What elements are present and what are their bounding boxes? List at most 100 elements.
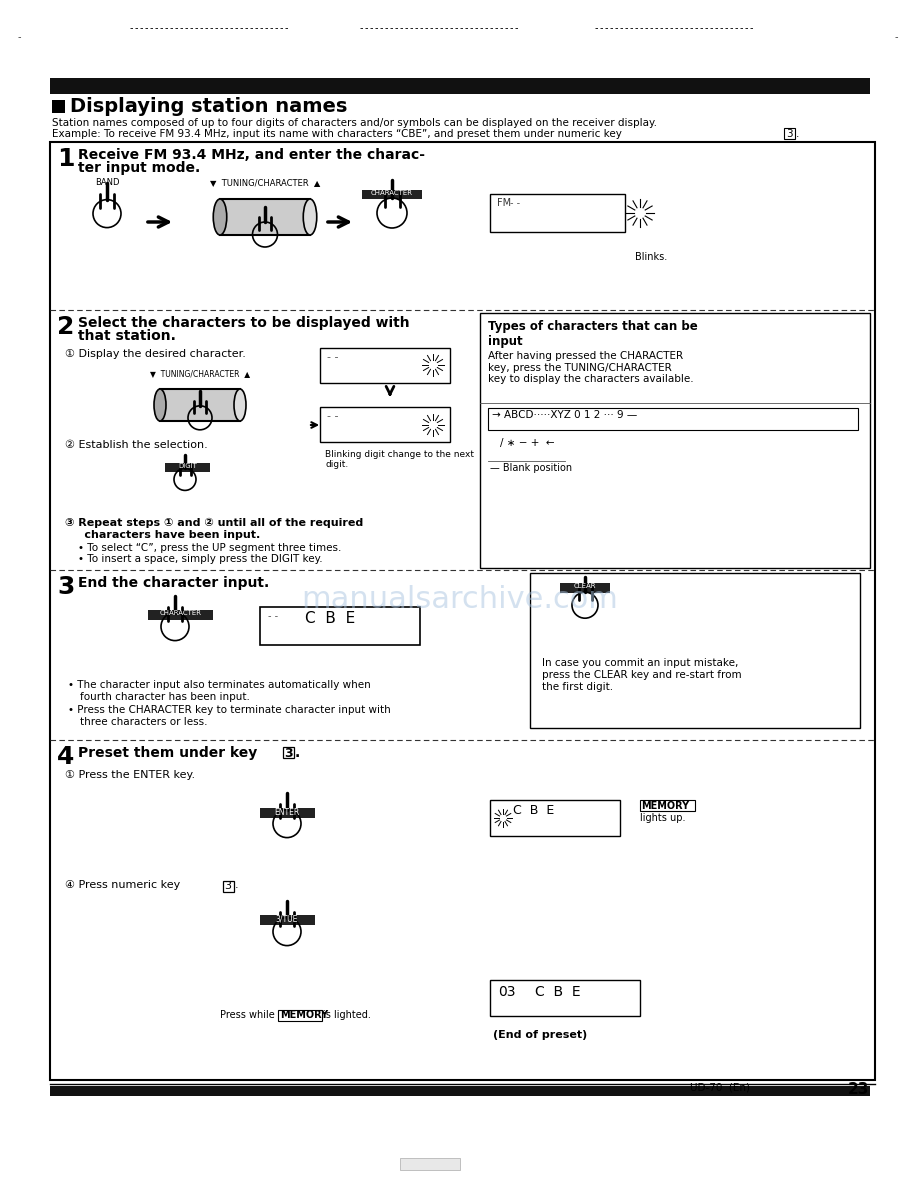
Text: .: .	[796, 129, 800, 139]
Text: • To select “C”, press the UP segment three times.: • To select “C”, press the UP segment th…	[78, 543, 341, 552]
Bar	[278, 1010, 322, 1020]
Bar	[52, 100, 65, 113]
Text: BAND: BAND	[95, 178, 119, 187]
Bar	[530, 573, 860, 728]
Bar	[223, 881, 234, 892]
Bar	[362, 190, 422, 200]
Text: -: -	[18, 32, 21, 42]
Text: 3: 3	[224, 881, 231, 891]
Text: UD-70  (En): UD-70 (En)	[690, 1082, 750, 1092]
Text: is lighted.: is lighted.	[323, 1010, 371, 1020]
Text: 1: 1	[57, 147, 74, 171]
Text: Receive FM 93.4 MHz, and enter the charac-: Receive FM 93.4 MHz, and enter the chara…	[78, 148, 425, 162]
Bar	[260, 915, 315, 925]
Text: Blinks.: Blinks.	[635, 252, 667, 263]
Text: 3: 3	[284, 747, 293, 760]
Text: characters have been input.: characters have been input.	[65, 530, 260, 541]
Ellipse shape	[154, 388, 166, 421]
Bar	[320, 407, 450, 442]
Text: Press while: Press while	[220, 1010, 274, 1020]
Text: Displaying station names: Displaying station names	[70, 97, 347, 116]
Text: fourth character has been input.: fourth character has been input.	[80, 691, 250, 702]
Text: Example: To receive FM 93.4 MHz, input its name with characters “CBE”, and prese: Example: To receive FM 93.4 MHz, input i…	[52, 129, 621, 139]
Text: CHARACTER: CHARACTER	[371, 190, 413, 196]
Bar	[160, 388, 240, 421]
Text: ter input mode.: ter input mode.	[78, 162, 200, 175]
Bar	[260, 607, 420, 645]
Ellipse shape	[213, 200, 227, 235]
Bar	[784, 128, 795, 139]
Text: FM: FM	[497, 198, 511, 208]
Text: / ∗ − +  ←: / ∗ − + ←	[500, 438, 554, 448]
Text: 03: 03	[498, 985, 516, 999]
Text: - -: - -	[268, 611, 278, 621]
Text: CHARACTER: CHARACTER	[160, 609, 202, 617]
Text: .: .	[235, 880, 239, 890]
Bar	[490, 980, 640, 1016]
Text: Select the characters to be displayed with: Select the characters to be displayed wi…	[78, 316, 409, 330]
Bar	[490, 194, 625, 232]
Bar	[148, 609, 213, 620]
Text: ① Display the desired character.: ① Display the desired character.	[65, 349, 246, 359]
Bar	[283, 747, 294, 758]
Text: the first digit.: the first digit.	[542, 682, 613, 691]
Text: - -: - -	[327, 411, 339, 421]
Bar	[50, 1086, 870, 1097]
Text: After having pressed the CHARACTER
key, press the TUNING/CHARACTER
key to displa: After having pressed the CHARACTER key, …	[488, 350, 694, 384]
Text: lights up.: lights up.	[640, 813, 686, 823]
Text: (End of preset): (End of preset)	[493, 1030, 588, 1040]
Bar	[50, 78, 870, 94]
Bar	[490, 800, 620, 836]
Text: MEMORY: MEMORY	[641, 801, 689, 811]
Text: ▼  TUNING/CHARACTER  ▲: ▼ TUNING/CHARACTER ▲	[210, 178, 320, 187]
Text: - -: - -	[327, 352, 339, 362]
Bar	[560, 583, 610, 593]
Text: Blinking digit change to the next
digit.: Blinking digit change to the next digit.	[325, 450, 474, 469]
Bar	[260, 808, 315, 819]
Ellipse shape	[303, 200, 317, 235]
Text: -: -	[895, 32, 899, 42]
Text: ① Press the ENTER key.: ① Press the ENTER key.	[65, 770, 196, 781]
Ellipse shape	[234, 388, 246, 421]
Text: ② Establish the selection.: ② Establish the selection.	[65, 440, 207, 450]
Text: C  B  E: C B E	[535, 985, 580, 999]
Text: - -: - -	[510, 198, 521, 208]
Text: → ABCD·····XYZ 0 1 2 ··· 9 —: → ABCD·····XYZ 0 1 2 ··· 9 —	[492, 410, 637, 421]
Text: Preset them under key: Preset them under key	[78, 746, 257, 760]
Text: CLEAR: CLEAR	[574, 583, 597, 589]
Text: DIGIT: DIGIT	[179, 463, 197, 469]
Text: .: .	[295, 746, 300, 760]
Text: Types of characters that can be
input: Types of characters that can be input	[488, 320, 698, 348]
Text: C  B  E: C B E	[513, 804, 554, 817]
Text: 4: 4	[57, 745, 74, 769]
Bar	[165, 463, 210, 472]
Text: that station.: that station.	[78, 329, 176, 343]
Bar	[400, 1158, 460, 1170]
Text: In case you commit an input mistake,: In case you commit an input mistake,	[542, 658, 738, 668]
Text: ④ Press numeric key: ④ Press numeric key	[65, 880, 180, 890]
Text: 2: 2	[57, 315, 74, 339]
Text: End the character input.: End the character input.	[78, 576, 269, 590]
Text: • To insert a space, simply press the DIGIT key.: • To insert a space, simply press the DI…	[78, 554, 322, 564]
Text: 23: 23	[848, 1082, 869, 1097]
Text: 3/TUE: 3/TUE	[275, 915, 298, 924]
Text: press the CLEAR key and re-start from: press the CLEAR key and re-start from	[542, 670, 742, 680]
Bar	[488, 407, 858, 430]
Text: • Press the CHARACTER key to terminate character input with: • Press the CHARACTER key to terminate c…	[68, 704, 391, 715]
Text: Station names composed of up to four digits of characters and/or symbols can be : Station names composed of up to four dig…	[52, 118, 657, 128]
Text: — Blank position: — Blank position	[490, 463, 572, 473]
Text: MEMORY: MEMORY	[280, 1010, 328, 1020]
Text: C  B  E: C B E	[305, 611, 355, 626]
Text: ENTER: ENTER	[274, 808, 299, 817]
Text: manualsarchive.com: manualsarchive.com	[301, 586, 619, 614]
Text: ③ Repeat steps ① and ② until all of the required: ③ Repeat steps ① and ② until all of the …	[65, 518, 364, 529]
Bar	[50, 143, 875, 1080]
Bar	[320, 348, 450, 383]
Bar	[220, 200, 310, 235]
Bar	[480, 312, 870, 568]
Text: 3: 3	[57, 575, 74, 599]
Text: 3: 3	[786, 129, 792, 139]
Text: ▼  TUNING/CHARACTER  ▲: ▼ TUNING/CHARACTER ▲	[150, 369, 250, 378]
Bar	[640, 800, 695, 811]
Text: • The character input also terminates automatically when: • The character input also terminates au…	[68, 680, 371, 690]
